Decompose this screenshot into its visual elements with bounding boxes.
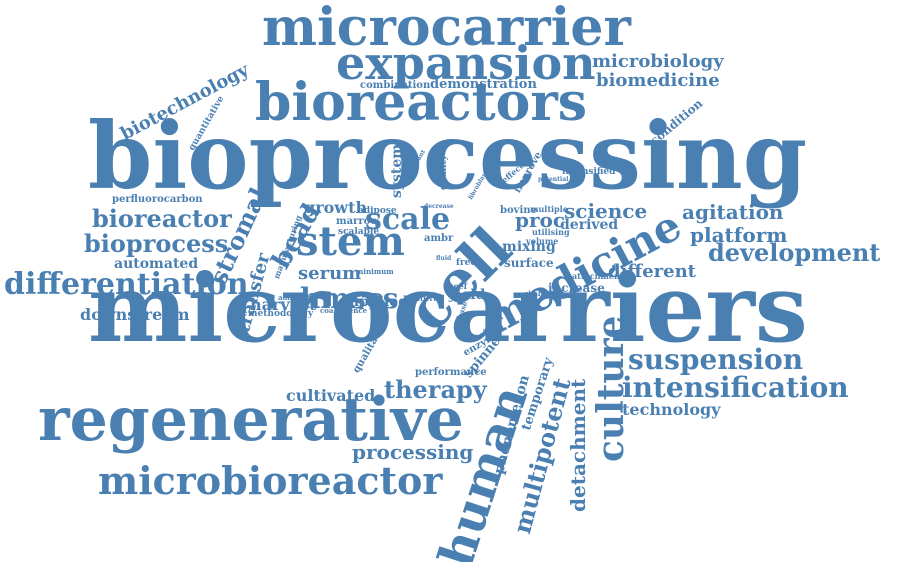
word-technology: technology — [622, 400, 721, 419]
word-increase: increase — [548, 281, 605, 295]
word-intensification: intensification — [622, 371, 849, 404]
word-applied: applied — [350, 294, 408, 310]
word-biomedicine: biomedicine — [596, 70, 720, 91]
word-potential: potential — [538, 176, 569, 183]
word-multiple: multiple — [530, 204, 568, 214]
word-regenerative: regenerative — [38, 385, 464, 455]
word-growth: growth — [304, 198, 368, 217]
word-challenge: challenge — [524, 289, 563, 298]
word-different: different — [608, 261, 696, 282]
word-detachment: detachment — [566, 378, 590, 512]
word-microcarriers: microcarriers — [88, 254, 808, 364]
word-hmscs: hmscs — [300, 282, 399, 315]
word-harvest: harvest — [250, 295, 317, 314]
word-utilising: utilising — [532, 227, 570, 237]
word-bioreactors: bioreactors — [255, 72, 588, 133]
word-microbiology: microbiology — [592, 51, 724, 72]
word-serum: serum — [298, 263, 362, 284]
word-decrease: decrease — [424, 203, 454, 210]
word-combination: combination — [360, 80, 431, 91]
word-intensified: intensified — [562, 167, 616, 177]
word-coalescence: coalescence — [320, 306, 368, 315]
word-methodology: methodology — [248, 309, 314, 319]
word-free: free — [456, 258, 477, 268]
word-perfluorocarbon: perfluorocarbon — [112, 194, 203, 205]
word-bioprocess: bioprocess — [84, 229, 229, 258]
word-surface: surface — [504, 256, 554, 270]
word-agitation: agitation — [682, 200, 784, 224]
word-bovine: bovine — [500, 205, 537, 216]
word-therapy: therapy — [384, 375, 487, 404]
word-addition: addition — [278, 293, 311, 302]
word-system: system — [389, 143, 405, 198]
word-fluid: fluid — [436, 255, 452, 262]
word-volume: volume — [526, 236, 559, 246]
word-scalable: scalable — [338, 227, 380, 237]
word-cultivated: cultivated — [286, 386, 376, 405]
word-derived: derived — [560, 217, 619, 233]
word-science: science — [564, 199, 648, 223]
word-differentiation: differentiation — [4, 267, 249, 302]
word-processing: processing — [352, 440, 474, 464]
word-suspension: suspension — [628, 343, 804, 376]
word-bioreactor: bioreactor — [92, 204, 232, 233]
word-automated: automated — [114, 256, 199, 272]
word-scale: scale — [365, 202, 451, 237]
word-platform: platform — [690, 223, 788, 247]
word-yield: yield — [448, 287, 486, 303]
word-downstream: downstream — [80, 305, 190, 324]
word-demonstration: demonstration — [430, 77, 537, 92]
word-mixing: mixing — [502, 239, 556, 255]
word-minimum: minimum — [356, 267, 394, 276]
word-bioprocessing: bioprocessing — [88, 102, 808, 210]
word-quality: quality — [439, 155, 449, 190]
word-stirred: stirred — [416, 294, 443, 303]
word-marrow: marrow — [336, 216, 379, 227]
word-stem: stem — [296, 218, 405, 265]
word-development: development — [708, 238, 881, 267]
word-beef: beef — [448, 281, 468, 291]
word-microcarrier: microcarrier — [262, 0, 631, 58]
word-expansion: expansion — [336, 36, 596, 90]
word-adipose: adipose — [358, 206, 397, 216]
word-microbioreactor: microbioreactor — [98, 458, 443, 503]
word-proc: proc — [515, 208, 566, 232]
word-performance: performance — [415, 367, 487, 378]
word-ambr: ambr — [424, 233, 454, 244]
word-attachment: attachment — [572, 271, 624, 281]
